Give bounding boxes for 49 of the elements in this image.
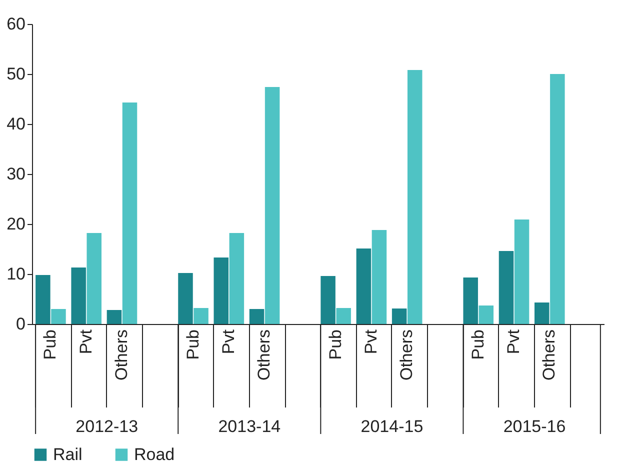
x-tick-label: Pvt <box>361 329 380 354</box>
y-tick-label: 50 <box>6 64 26 84</box>
x-tick-label: Others <box>540 330 559 381</box>
bar <box>320 276 336 324</box>
text: 2014-15 <box>360 417 424 436</box>
y-tick-label: 40 <box>6 114 26 134</box>
x-tick-label: Pub <box>40 330 60 360</box>
x-tick-label: Others <box>397 330 416 381</box>
bar <box>178 273 193 324</box>
bar <box>194 308 208 324</box>
bar <box>463 278 478 324</box>
bar <box>356 248 372 324</box>
bar <box>106 310 122 324</box>
bar <box>51 309 66 324</box>
bar <box>264 87 280 324</box>
bar <box>214 258 229 324</box>
y-tick-label: 10 <box>6 264 26 284</box>
bar <box>550 74 565 324</box>
bar <box>498 251 514 324</box>
y-tick-label: 30 <box>6 164 26 184</box>
x-tick-label: Pub <box>183 330 202 360</box>
text: 2012-13 <box>76 417 138 436</box>
x-tick-label: Others <box>112 330 131 381</box>
legend-label: Rail <box>53 444 82 463</box>
x-tick-label: Pub <box>326 330 345 360</box>
bar <box>249 309 264 324</box>
bar <box>372 230 387 324</box>
bar <box>407 70 422 324</box>
y-tick-label: 0 <box>16 314 26 334</box>
bar <box>336 308 351 324</box>
bar <box>392 308 407 324</box>
y-tick-label: 20 <box>6 214 26 234</box>
bar <box>36 275 50 324</box>
text: 2015-16 <box>503 417 566 436</box>
text: 2013-14 <box>218 417 281 436</box>
y-tick-label: 60 <box>6 14 26 34</box>
x-tick-label: Pvt <box>218 329 238 354</box>
bar <box>514 220 530 324</box>
x-tick-label: Others <box>254 330 274 381</box>
x-tick-label: Pub <box>468 330 488 360</box>
x-tick-label: Pvt <box>504 329 524 354</box>
bar <box>229 233 244 324</box>
bar <box>122 102 138 324</box>
legend-label: Road <box>134 444 175 463</box>
bar <box>478 306 494 324</box>
bar <box>71 268 86 324</box>
x-tick-label: Pvt <box>76 329 96 354</box>
bar <box>534 302 550 324</box>
bar <box>86 233 102 324</box>
